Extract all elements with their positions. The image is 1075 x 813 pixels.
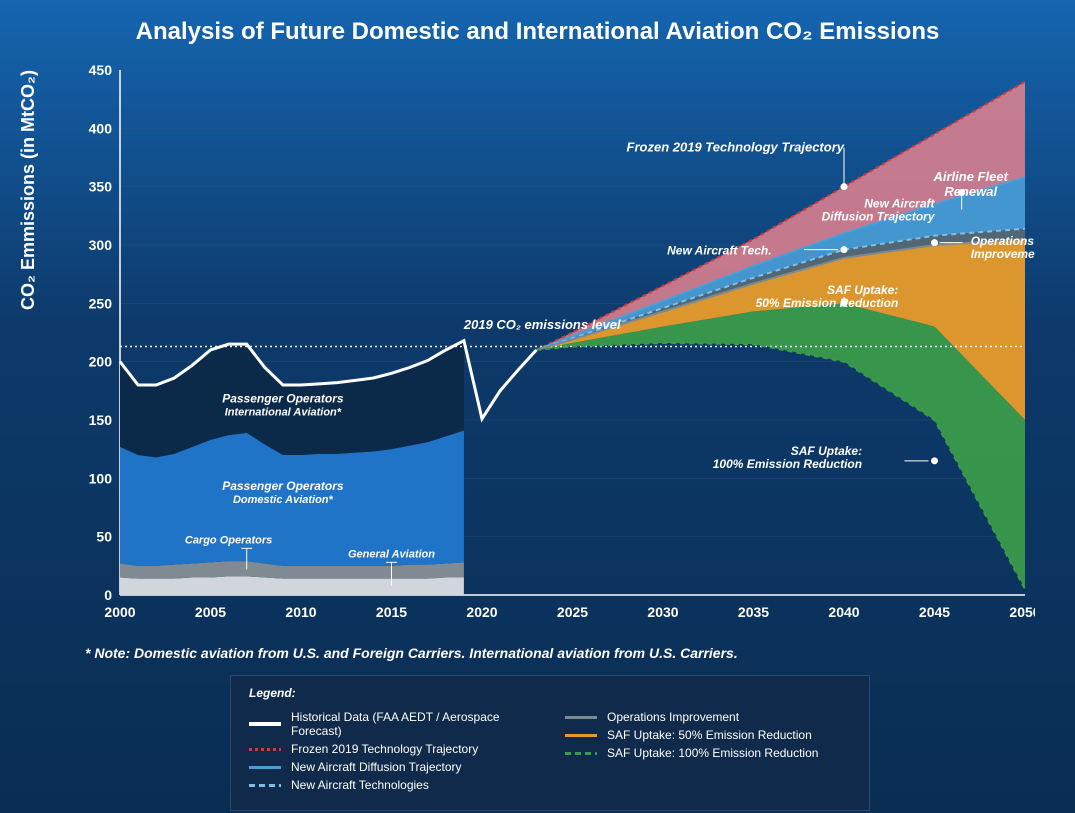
svg-text:2020: 2020 — [466, 604, 497, 620]
chart-title: Analysis of Future Domestic and Internat… — [0, 0, 1075, 54]
chart-container: Analysis of Future Domestic and Internat… — [0, 0, 1075, 813]
svg-text:Renewal: Renewal — [944, 184, 997, 199]
legend-swatch — [565, 752, 597, 755]
legend-label: Historical Data (FAA AEDT / Aerospace Fo… — [291, 710, 535, 738]
svg-text:250: 250 — [89, 295, 113, 311]
legend-title: Legend: — [249, 686, 851, 700]
svg-text:150: 150 — [89, 412, 113, 428]
legend-column-right: Operations Improvement SAF Uptake: 50% Em… — [565, 706, 851, 796]
svg-text:2040: 2040 — [828, 604, 859, 620]
svg-text:0: 0 — [104, 587, 112, 603]
legend-swatch — [249, 766, 281, 769]
svg-text:2015: 2015 — [376, 604, 407, 620]
legend-item: Frozen 2019 Technology Trajectory — [249, 742, 535, 756]
footnote: * Note: Domestic aviation from U.S. and … — [85, 645, 738, 661]
legend-label: SAF Uptake: 100% Emission Reduction — [607, 746, 818, 760]
legend-item: New Aircraft Technologies — [249, 778, 535, 792]
legend-swatch — [565, 716, 597, 719]
svg-text:350: 350 — [89, 179, 113, 195]
svg-text:International Aviation*: International Aviation* — [225, 407, 342, 419]
svg-text:2005: 2005 — [195, 604, 226, 620]
svg-text:2010: 2010 — [285, 604, 316, 620]
svg-text:100: 100 — [89, 470, 113, 486]
svg-text:400: 400 — [89, 120, 113, 136]
legend-label: New Aircraft Diffusion Trajectory — [291, 760, 462, 774]
legend-item: Historical Data (FAA AEDT / Aerospace Fo… — [249, 710, 535, 738]
svg-text:2045: 2045 — [919, 604, 950, 620]
legend-column-left: Historical Data (FAA AEDT / Aerospace Fo… — [249, 706, 535, 796]
legend-label: Frozen 2019 Technology Trajectory — [291, 742, 478, 756]
svg-text:Cargo Operators: Cargo Operators — [185, 535, 272, 547]
legend-item: SAF Uptake: 100% Emission Reduction — [565, 746, 851, 760]
svg-text:General Aviation: General Aviation — [348, 549, 435, 561]
svg-text:300: 300 — [89, 237, 113, 253]
svg-text:SAF Uptake:: SAF Uptake: — [791, 444, 862, 458]
chart-plot-area: 0 50 100 150 200 250 300 350 400 450 2000 2005 2010 2… — [75, 60, 1035, 630]
svg-text:50% Emission Reduction: 50% Emission Reduction — [756, 296, 899, 310]
legend-label: SAF Uptake: 50% Emission Reduction — [607, 728, 812, 742]
svg-text:Domestic Aviation*: Domestic Aviation* — [233, 494, 334, 506]
legend-label: New Aircraft Technologies — [291, 778, 429, 792]
svg-text:2025: 2025 — [557, 604, 588, 620]
legend-swatch — [249, 748, 281, 751]
svg-text:Passenger Operators: Passenger Operators — [222, 479, 344, 493]
svg-text:Operations: Operations — [971, 234, 1035, 248]
svg-text:Diffusion Trajectory: Diffusion Trajectory — [822, 210, 936, 224]
legend-item: New Aircraft Diffusion Trajectory — [249, 760, 535, 774]
legend: Legend: Historical Data (FAA AEDT / Aero… — [230, 675, 870, 811]
legend-item: SAF Uptake: 50% Emission Reduction — [565, 728, 851, 742]
svg-text:Passenger Operators: Passenger Operators — [222, 392, 344, 406]
legend-swatch — [249, 784, 281, 787]
svg-text:2035: 2035 — [738, 604, 769, 620]
svg-text:Frozen 2019 Technology Traject: Frozen 2019 Technology Trajectory — [627, 140, 845, 155]
chart-svg: 0 50 100 150 200 250 300 350 400 450 2000 2005 2010 2… — [75, 60, 1035, 630]
svg-text:200: 200 — [89, 354, 113, 370]
svg-text:New Aircraft Tech.: New Aircraft Tech. — [667, 243, 771, 257]
legend-item: Operations Improvement — [565, 710, 851, 724]
svg-text:50: 50 — [96, 529, 112, 545]
svg-text:Improvement: Improvement — [971, 247, 1035, 261]
legend-swatch — [249, 722, 281, 726]
svg-text:2019 CO₂ emissions level: 2019 CO₂ emissions level — [463, 317, 621, 332]
svg-text:100% Emission Reduction: 100% Emission Reduction — [713, 457, 862, 471]
svg-text:New Aircraft: New Aircraft — [864, 197, 935, 211]
svg-text:2000: 2000 — [104, 604, 135, 620]
svg-text:SAF Uptake:: SAF Uptake: — [827, 283, 898, 297]
legend-swatch — [565, 734, 597, 737]
svg-text:2030: 2030 — [647, 604, 678, 620]
svg-text:450: 450 — [89, 62, 113, 78]
legend-label: Operations Improvement — [607, 710, 739, 724]
svg-text:Airline Fleet: Airline Fleet — [932, 169, 1008, 184]
svg-text:2050: 2050 — [1009, 604, 1035, 620]
y-axis-label: CO₂ Emmissions (in MtCO₂) — [18, 70, 39, 310]
